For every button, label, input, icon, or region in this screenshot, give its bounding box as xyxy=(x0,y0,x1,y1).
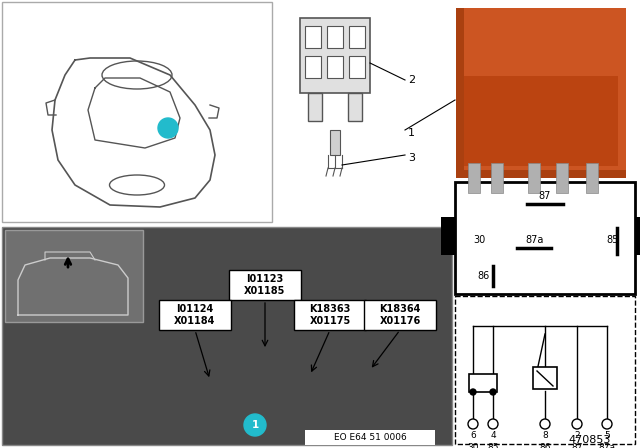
Bar xyxy=(305,56,321,78)
Bar xyxy=(464,16,618,166)
Bar xyxy=(533,367,557,389)
Text: K18364
X01176: K18364 X01176 xyxy=(380,304,420,326)
Text: K18363
X01175: K18363 X01175 xyxy=(309,304,351,326)
Bar xyxy=(469,374,497,392)
Circle shape xyxy=(540,419,550,429)
Bar xyxy=(305,26,321,48)
Bar xyxy=(468,163,480,193)
Bar xyxy=(5,230,143,322)
Text: 1: 1 xyxy=(408,128,415,138)
Bar xyxy=(455,182,635,294)
Text: 30: 30 xyxy=(473,235,485,245)
Bar xyxy=(330,130,340,155)
Bar xyxy=(491,163,503,193)
Text: EO E64 51 0006: EO E64 51 0006 xyxy=(333,432,406,441)
Bar xyxy=(556,163,568,193)
Circle shape xyxy=(470,389,476,395)
Text: 3: 3 xyxy=(408,153,415,163)
Bar xyxy=(441,217,455,255)
Text: 87a: 87a xyxy=(598,444,616,448)
Text: 87: 87 xyxy=(572,444,583,448)
Bar xyxy=(159,300,231,330)
Text: I01124
X01184: I01124 X01184 xyxy=(174,304,216,326)
Text: 87a: 87a xyxy=(526,235,544,245)
Bar xyxy=(2,227,452,445)
Text: 30: 30 xyxy=(467,444,479,448)
Text: 2: 2 xyxy=(574,431,580,440)
Text: 86: 86 xyxy=(477,271,489,281)
Bar xyxy=(464,16,618,76)
Bar xyxy=(349,56,365,78)
Text: 4: 4 xyxy=(490,431,496,440)
Bar xyxy=(349,26,365,48)
Text: 85: 85 xyxy=(607,235,619,245)
Circle shape xyxy=(572,419,582,429)
Circle shape xyxy=(602,419,612,429)
Bar xyxy=(2,2,272,222)
Bar xyxy=(456,8,626,178)
Bar xyxy=(305,430,435,445)
Bar xyxy=(327,56,343,78)
Text: 6: 6 xyxy=(470,431,476,440)
Bar xyxy=(300,18,370,93)
Text: 85: 85 xyxy=(487,444,499,448)
Text: 5: 5 xyxy=(604,431,610,440)
Text: 470853: 470853 xyxy=(569,435,611,445)
Text: 1: 1 xyxy=(252,420,259,430)
Bar xyxy=(635,217,640,255)
Text: 2: 2 xyxy=(408,75,415,85)
Circle shape xyxy=(488,419,498,429)
Bar xyxy=(308,93,322,121)
Circle shape xyxy=(490,389,496,395)
Bar xyxy=(364,300,436,330)
Bar xyxy=(348,93,362,121)
Text: 1: 1 xyxy=(164,123,172,133)
Bar xyxy=(294,300,366,330)
Text: 87: 87 xyxy=(539,191,551,201)
Text: 8: 8 xyxy=(542,431,548,440)
Circle shape xyxy=(158,118,178,138)
Bar xyxy=(456,8,464,178)
Text: I01123
X01185: I01123 X01185 xyxy=(244,274,285,296)
Bar xyxy=(528,163,540,193)
Text: 86: 86 xyxy=(540,444,551,448)
Bar xyxy=(456,170,626,178)
Circle shape xyxy=(244,414,266,436)
Circle shape xyxy=(468,419,478,429)
Bar xyxy=(455,296,635,444)
Bar xyxy=(586,163,598,193)
Bar xyxy=(327,26,343,48)
Bar xyxy=(229,270,301,300)
